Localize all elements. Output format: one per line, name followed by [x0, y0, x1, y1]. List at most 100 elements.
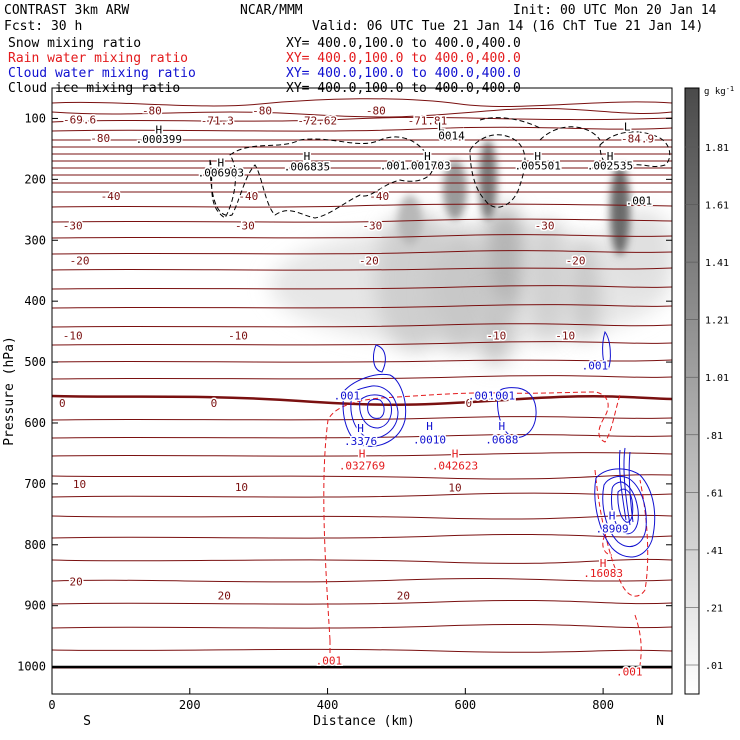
snow-label: H: [217, 156, 224, 169]
forecast-hour: Fcst: 30 h: [4, 19, 83, 34]
temperature-label: -10: [555, 329, 575, 342]
colorbar-label: .81: [705, 431, 723, 442]
snow-label: .001703: [404, 159, 450, 172]
field-label-rain: Rain water mixing ratio: [8, 51, 189, 66]
snow-label: .001: [626, 195, 653, 208]
rain-label: H: [452, 447, 459, 460]
colorbar: .01 .21 .41 .61 .81 1.01 1.21 1.41 1.61 1.81 g kg…: [684, 85, 734, 695]
rain-label: H: [600, 557, 607, 570]
temperature-label: -71.81: [408, 114, 448, 127]
cloud-water-label: .3376: [344, 435, 377, 448]
temperature-label: -30: [63, 220, 83, 233]
temperature-label: -80: [142, 105, 162, 118]
x-tick-label: 0: [48, 698, 55, 712]
temperature-label: 20: [218, 589, 231, 602]
colorbar-label: .01: [705, 661, 723, 672]
temperature-label: -30: [535, 220, 555, 233]
colorbar-label: 1.41: [705, 258, 729, 269]
init-time: Init: 00 UTC Mon 20 Jan 14: [513, 3, 717, 18]
cloud-water-label: H: [357, 422, 364, 435]
temperature-label: -20: [566, 254, 586, 267]
temperature-label: -80: [252, 105, 272, 118]
temperature-label: -10: [228, 329, 248, 342]
x-axis-ticks: 0 200 400 600 800: [48, 688, 614, 712]
colorbar-label: 1.61: [705, 201, 729, 212]
colorbar-label: .41: [705, 546, 723, 557]
temperature-label: 0: [59, 397, 66, 410]
snow-contours: [209, 117, 671, 219]
colorbar-fill: [684, 87, 700, 695]
snow-label: 0014: [438, 130, 465, 143]
field-label-cloud-water: Cloud water mixing ratio: [8, 66, 196, 81]
temperature-label: 20: [397, 589, 410, 602]
temperature-label: 10: [448, 482, 461, 495]
temperature-label: -30: [362, 220, 382, 233]
field-label-snow: Snow mixing ratio: [8, 36, 142, 51]
x-tick-label: 200: [179, 698, 201, 712]
colorbar-label: .61: [705, 488, 723, 499]
x-tick-label: 800: [592, 698, 614, 712]
temperature-label: 20: [69, 575, 82, 588]
temperature-label: 0: [465, 397, 472, 410]
snow-label: H: [607, 150, 614, 163]
rain-label: .16083: [583, 567, 623, 580]
y-tick-label: 300: [24, 233, 46, 247]
y-axis-label: Pressure (hPa): [2, 336, 17, 446]
colorbar-label: 1.81: [705, 143, 729, 154]
rain-label: .042623: [432, 460, 478, 473]
south-label: S: [83, 714, 91, 729]
model-title: CONTRAST 3km ARW: [4, 3, 130, 18]
temperature-label: -10: [486, 329, 506, 342]
temperature-label: -80: [90, 132, 110, 145]
temperature-label: -84.9: [621, 133, 654, 146]
y-tick-label: 700: [24, 477, 46, 491]
temperature-label: -10: [63, 329, 83, 342]
temperature-label: -20: [359, 254, 379, 267]
plot-frame: [51, 87, 673, 695]
field-xy-snow: XY= 400.0,100.0 to 400.0,400.0: [286, 36, 521, 51]
x-axis-label: Distance (km): [313, 714, 415, 729]
snow-label: .002535: [587, 159, 633, 172]
cloud-water-label: .001: [489, 390, 516, 403]
temperature-label: -40: [238, 190, 258, 203]
y-tick-label: 500: [24, 355, 46, 369]
cloud-water-label: .001: [582, 360, 609, 373]
y-tick-label: 400: [24, 294, 46, 308]
rain-label: .032769: [339, 460, 385, 473]
colorbar-unit: g kg-1: [704, 85, 734, 97]
freezing-level-contour: [51, 394, 673, 407]
temperature-label: -40: [101, 190, 121, 203]
snow-label: L: [624, 120, 631, 133]
contour-labels: -69.6 -80 -71.3 -80 -72.62 -80 -71.81 -80 -84.9 -…: [58, 103, 656, 680]
snow-label: .006903: [198, 167, 244, 180]
rain-label: .001: [316, 655, 343, 668]
temperature-label: -71.3: [201, 114, 234, 127]
field-xy-rain: XY= 400.0,100.0 to 400.0,400.0: [286, 51, 521, 66]
temperature-label: -20: [70, 254, 90, 267]
institution: NCAR/MMM: [240, 3, 303, 18]
y-tick-label: 200: [24, 172, 46, 186]
temperature-label: -30: [235, 220, 255, 233]
valid-time: Valid: 06 UTC Tue 21 Jan 14 (16 ChT Tue …: [312, 19, 704, 34]
temperature-label: -40: [369, 190, 389, 203]
temperature-label: 10: [235, 481, 248, 494]
colorbar-unit-exponent: -1: [726, 85, 734, 93]
north-label: N: [656, 714, 664, 729]
snow-label: H: [424, 150, 431, 163]
snow-label: .000399: [136, 133, 182, 146]
x-tick-label: 600: [454, 698, 476, 712]
cloud-water-label: .0010: [413, 433, 446, 446]
temperature-label: -72.62: [297, 114, 337, 127]
temperature-contours: [52, 98, 672, 669]
snow-label: .001: [380, 159, 407, 172]
temperature-label: 0: [211, 397, 218, 410]
y-tick-label: 800: [24, 538, 46, 552]
cloud-water-label: H: [499, 420, 506, 433]
cloud-water-contours: [342, 330, 656, 558]
y-tick-label: 100: [24, 111, 46, 125]
y-tick-label: 600: [24, 416, 46, 430]
y-tick-label: 900: [24, 599, 46, 613]
y-tick-label: 1000: [17, 660, 46, 674]
